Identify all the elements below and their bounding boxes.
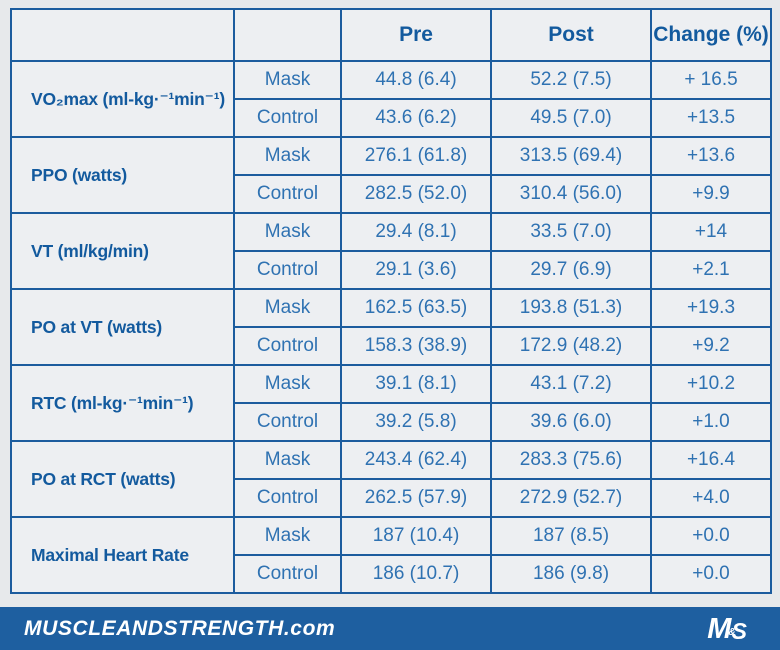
change-value-cell: +2.1: [650, 250, 772, 290]
condition-cell: Control: [233, 98, 342, 138]
post-value-cell: 172.9 (48.2): [490, 326, 652, 366]
pre-value-cell: 158.3 (38.9): [340, 326, 492, 366]
post-value-cell: 29.7 (6.9): [490, 250, 652, 290]
header-pre: Pre: [340, 8, 492, 62]
post-value-cell: 39.6 (6.0): [490, 402, 652, 442]
variable-label-rtc: RTC (ml-kg·⁻¹min⁻¹): [10, 364, 235, 442]
change-value-cell: +19.3: [650, 288, 772, 328]
table-row: VO₂max (ml-kg·⁻¹min⁻¹) Mask 44.8 (6.4) 5…: [10, 60, 772, 138]
post-value-cell: 186 (9.8): [490, 554, 652, 594]
table-row: VT (ml/kg/min) Mask 29.4 (8.1) 33.5 (7.0…: [10, 212, 772, 290]
table-row: PO at RCT (watts) Mask 243.4 (62.4) 283.…: [10, 440, 772, 518]
condition-cell: Mask: [233, 364, 342, 404]
condition-cell: Mask: [233, 288, 342, 328]
logo-letter-s: S: [731, 618, 747, 644]
pre-value-cell: 39.1 (8.1): [340, 364, 492, 404]
condition-cell: Mask: [233, 516, 342, 556]
header-post: Post: [490, 8, 652, 62]
change-value-cell: +0.0: [650, 516, 772, 556]
table-row: Control 186 (10.7) 186 (9.8) +0.0: [11, 554, 772, 594]
pre-value-cell: 186 (10.7): [340, 554, 492, 594]
logo-ampersand: &: [728, 627, 736, 638]
results-table: Pre Post Change (%) VO₂max (ml-kg·⁻¹min⁻…: [10, 8, 772, 594]
condition-cell: Mask: [233, 136, 342, 176]
post-value-cell: 310.4 (56.0): [490, 174, 652, 214]
table-row: PO at VT (watts) Mask 162.5 (63.5) 193.8…: [10, 288, 772, 366]
variable-label-po-at-vt: PO at VT (watts): [10, 288, 235, 366]
post-value-cell: 49.5 (7.0): [490, 98, 652, 138]
table-row: Control 158.3 (38.9) 172.9 (48.2) +9.2: [11, 326, 772, 366]
pre-value-cell: 44.8 (6.4): [340, 60, 492, 100]
pre-value-cell: 187 (10.4): [340, 516, 492, 556]
table-row: Control 43.6 (6.2) 49.5 (7.0) +13.5: [11, 98, 772, 138]
variable-label-po-at-rct: PO at RCT (watts): [10, 440, 235, 518]
pre-value-cell: 262.5 (57.9): [340, 478, 492, 518]
site-url-text: MUSCLEANDSTRENGTH.com: [24, 616, 336, 640]
change-value-cell: +16.4: [650, 440, 772, 480]
post-value-cell: 313.5 (69.4): [490, 136, 652, 176]
pre-value-cell: 29.4 (8.1): [340, 212, 492, 252]
condition-cell: Control: [233, 402, 342, 442]
table-row: Control 39.2 (5.8) 39.6 (6.0) +1.0: [11, 402, 772, 442]
condition-cell: Control: [233, 478, 342, 518]
change-value-cell: + 16.5: [650, 60, 772, 100]
header-condition: [233, 8, 342, 62]
pre-value-cell: 282.5 (52.0): [340, 174, 492, 214]
table-row: Control 282.5 (52.0) 310.4 (56.0) +9.9: [11, 174, 772, 214]
condition-cell: Control: [233, 174, 342, 214]
change-value-cell: +0.0: [650, 554, 772, 594]
change-value-cell: +13.6: [650, 136, 772, 176]
pre-value-cell: 39.2 (5.8): [340, 402, 492, 442]
change-value-cell: +4.0: [650, 478, 772, 518]
results-table-wrap: Pre Post Change (%) VO₂max (ml-kg·⁻¹min⁻…: [10, 8, 772, 594]
table-row: Control 29.1 (3.6) 29.7 (6.9) +2.1: [11, 250, 772, 290]
post-value-cell: 52.2 (7.5): [490, 60, 652, 100]
condition-cell: Mask: [233, 60, 342, 100]
variable-label-vt: VT (ml/kg/min): [10, 212, 235, 290]
change-value-cell: +14: [650, 212, 772, 252]
post-value-cell: 33.5 (7.0): [490, 212, 652, 252]
variable-label-vo2max: VO₂max (ml-kg·⁻¹min⁻¹): [10, 60, 235, 138]
variable-label-ppo: PPO (watts): [10, 136, 235, 214]
post-value-cell: 187 (8.5): [490, 516, 652, 556]
header-row: Pre Post Change (%): [10, 8, 772, 62]
pre-value-cell: 29.1 (3.6): [340, 250, 492, 290]
post-value-cell: 193.8 (51.3): [490, 288, 652, 328]
post-value-cell: 283.3 (75.6): [490, 440, 652, 480]
change-value-cell: +13.5: [650, 98, 772, 138]
change-value-cell: +1.0: [650, 402, 772, 442]
pre-value-cell: 243.4 (62.4): [340, 440, 492, 480]
condition-cell: Control: [233, 554, 342, 594]
header-variable: [10, 8, 235, 62]
footer-band: MUSCLEANDSTRENGTH.com M & S: [0, 607, 780, 650]
post-value-cell: 43.1 (7.2): [490, 364, 652, 404]
change-value-cell: +10.2: [650, 364, 772, 404]
condition-cell: Mask: [233, 440, 342, 480]
logo-letter-m: M: [707, 613, 732, 645]
post-value-cell: 272.9 (52.7): [490, 478, 652, 518]
pre-value-cell: 162.5 (63.5): [340, 288, 492, 328]
muscle-and-strength-logo-icon: M & S: [707, 615, 754, 644]
table-row: Maximal Heart Rate Mask 187 (10.4) 187 (…: [10, 516, 772, 594]
header-change: Change (%): [650, 8, 772, 62]
condition-cell: Control: [233, 326, 342, 366]
condition-cell: Mask: [233, 212, 342, 252]
table-row: PPO (watts) Mask 276.1 (61.8) 313.5 (69.…: [10, 136, 772, 214]
condition-cell: Control: [233, 250, 342, 290]
table-row: RTC (ml-kg·⁻¹min⁻¹) Mask 39.1 (8.1) 43.1…: [10, 364, 772, 442]
change-value-cell: +9.9: [650, 174, 772, 214]
pre-value-cell: 276.1 (61.8): [340, 136, 492, 176]
change-value-cell: +9.2: [650, 326, 772, 366]
variable-label-max-hr: Maximal Heart Rate: [10, 516, 235, 594]
table-row: Control 262.5 (57.9) 272.9 (52.7) +4.0: [11, 478, 772, 518]
pre-value-cell: 43.6 (6.2): [340, 98, 492, 138]
